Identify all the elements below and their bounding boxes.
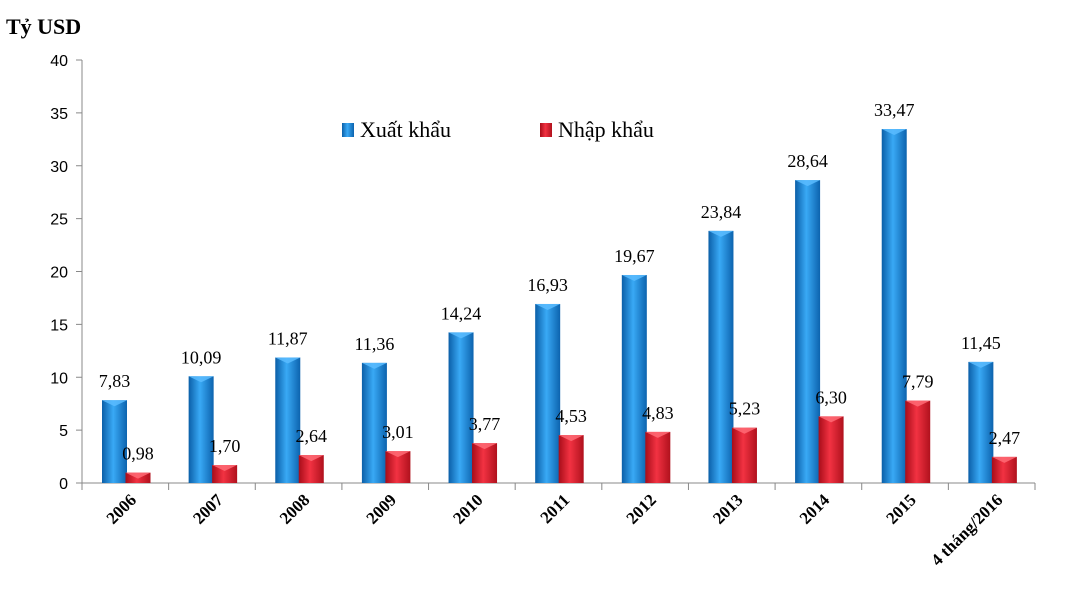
export-data-label: 11,36 — [354, 334, 394, 354]
import-data-label: 4,83 — [642, 403, 674, 423]
export-data-label: 7,83 — [99, 371, 131, 391]
bar-top-bevel — [275, 357, 301, 364]
export-bar — [795, 180, 821, 483]
x-tick-label: 2010 — [449, 490, 486, 527]
x-tick-label: 2009 — [363, 490, 400, 527]
import-bar — [731, 427, 757, 483]
x-tick-label: 2011 — [537, 490, 574, 527]
bar-top-bevel — [188, 376, 214, 383]
bar-top-bevel — [708, 230, 734, 237]
import-data-label: 2,64 — [296, 426, 328, 446]
x-tick-label: 4 tháng/2016 — [927, 490, 1006, 569]
import-bar — [645, 431, 671, 483]
bar-top-bevel — [905, 400, 931, 407]
import-data-label: 1,70 — [209, 436, 241, 456]
legend-label: Xuất khẩu — [360, 117, 451, 142]
export-data-label: 28,64 — [787, 151, 828, 171]
bar-top-bevel — [881, 129, 907, 136]
x-tick-label: 2008 — [276, 490, 313, 527]
bar-top-bevel — [991, 456, 1017, 463]
import-data-label: 4,53 — [555, 406, 587, 426]
bar-top-bevel — [558, 435, 584, 442]
export-bar — [535, 303, 561, 483]
x-tick-label: 2013 — [709, 490, 746, 527]
bar-top-bevel — [448, 332, 474, 339]
export-data-label: 23,84 — [701, 202, 742, 222]
bar-top-bevel — [621, 274, 647, 281]
legend: Xuất khẩu Nhập khẩu — [342, 117, 654, 142]
y-tick-label: 25 — [50, 212, 68, 229]
import-bar — [472, 443, 498, 483]
import-bar — [558, 435, 584, 483]
export-bar — [275, 357, 301, 483]
y-tick-label: 10 — [50, 370, 68, 387]
export-bar — [361, 362, 387, 483]
bar-top-bevel — [818, 416, 844, 423]
export-bar — [708, 230, 734, 483]
y-tick-label: 20 — [50, 265, 68, 282]
legend-label: Nhập khẩu — [558, 117, 654, 142]
bars: 7,83 10,09 11,87 11,36 14,24 16,93 19,67 23,84 2… — [99, 100, 1020, 483]
export-data-label: 11,87 — [268, 328, 308, 348]
bar-top-bevel — [385, 451, 411, 458]
export-bar — [621, 274, 647, 483]
x-tick-label: 2007 — [189, 490, 227, 528]
export-data-label: 19,67 — [614, 246, 655, 266]
y-tick-label: 30 — [50, 159, 68, 176]
legend-swatch — [342, 123, 354, 137]
bar-top-bevel — [968, 361, 994, 368]
x-tick-label: 2015 — [882, 490, 919, 527]
import-bar — [212, 465, 238, 483]
import-bar — [905, 400, 931, 483]
x-tick-label: 2014 — [796, 490, 834, 528]
bar-top-bevel — [361, 362, 387, 369]
legend-swatch — [540, 123, 552, 137]
bar-top-bevel — [645, 431, 671, 438]
export-bar — [968, 361, 994, 483]
bar-top-bevel — [472, 443, 498, 450]
export-data-label: 16,93 — [527, 275, 568, 295]
export-data-label: 14,24 — [441, 303, 482, 323]
export-bar — [448, 332, 474, 483]
y-tick-label: 5 — [59, 423, 68, 440]
bar-top-bevel — [125, 472, 151, 479]
bar-top-bevel — [795, 180, 821, 187]
export-data-label: 10,09 — [181, 347, 222, 367]
y-tick-label: 35 — [50, 106, 68, 123]
import-data-label: 7,79 — [902, 372, 934, 392]
bar-top-bevel — [212, 465, 238, 472]
import-data-label: 5,23 — [729, 399, 761, 419]
export-data-label: 11,45 — [961, 333, 1001, 353]
x-tick-label: 2012 — [622, 490, 659, 527]
import-data-label: 0,98 — [122, 444, 154, 464]
import-data-label: 6,30 — [815, 387, 847, 407]
y-tick-label: 15 — [50, 317, 68, 334]
import-data-label: 3,01 — [382, 422, 414, 442]
import-bar — [818, 416, 844, 483]
export-bar — [188, 376, 214, 483]
export-bar — [102, 400, 127, 483]
export-bar — [881, 129, 907, 483]
import-data-label: 3,77 — [469, 414, 501, 434]
x-tick-label: 2006 — [103, 490, 140, 527]
export-data-label: 33,47 — [874, 100, 915, 120]
bar-top-bevel — [535, 303, 561, 310]
y-axis-title: Tỷ USD — [6, 14, 81, 39]
import-data-label: 2,47 — [989, 428, 1021, 448]
bar-top-bevel — [102, 400, 127, 407]
bar-top-bevel — [298, 455, 324, 462]
y-tick-label: 0 — [59, 476, 68, 493]
y-tick-label: 40 — [50, 53, 68, 70]
bar-top-bevel — [731, 427, 757, 434]
